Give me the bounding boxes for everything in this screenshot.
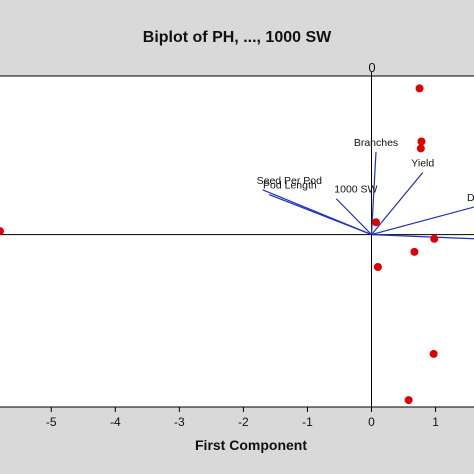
data-point [0, 227, 4, 236]
x-tick-label: -3 [174, 415, 185, 429]
loading-vector-2 [371, 206, 474, 236]
data-point [373, 263, 382, 272]
x-tick-label: -4 [110, 415, 121, 429]
loading-vector-5 [268, 194, 372, 236]
vector-label: 1000 SW [334, 184, 377, 196]
top-axis-tick-label: 0 [368, 60, 375, 75]
x-tick-label: -1 [302, 415, 313, 429]
data-point [410, 247, 419, 256]
x-tick-label: 1 [432, 415, 439, 429]
vector-label: Seed Per Pod [257, 175, 323, 187]
x-tick-label: -5 [46, 415, 57, 429]
data-point [417, 137, 426, 146]
loading-vector-1 [371, 172, 424, 235]
loading-vector-6 [335, 198, 372, 236]
data-point [404, 396, 413, 405]
x-tick-label: 0 [368, 415, 375, 429]
data-point [430, 234, 439, 243]
data-point [416, 144, 425, 153]
chart-title: Biplot of PH, ..., 1000 SW [143, 29, 332, 46]
vector-label: DF [467, 192, 474, 204]
vector-label: Pod Length [263, 180, 317, 192]
data-point [415, 84, 424, 93]
loading-vector-3 [371, 234, 474, 240]
plot-area [0, 76, 474, 407]
vector-label: Branches [354, 137, 398, 149]
x-axis-label: First Component [195, 437, 307, 453]
data-point [371, 218, 380, 227]
vector-label: Yield [411, 158, 434, 170]
x-tick-label: -2 [238, 415, 249, 429]
data-point [429, 349, 438, 358]
